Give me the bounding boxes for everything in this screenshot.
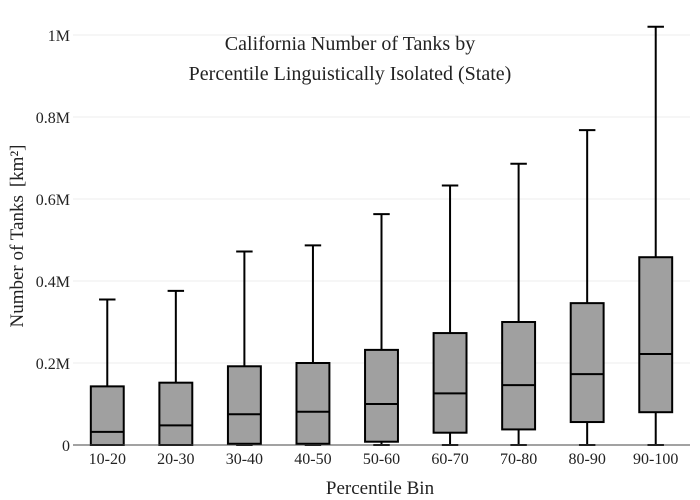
chart-title-line-1: California Number of Tanks by bbox=[225, 33, 475, 55]
x-tick-label: 70-80 bbox=[500, 451, 537, 468]
y-axis-title: Number of Tanks [km²] bbox=[7, 145, 28, 328]
box-plot-30-40 bbox=[226, 250, 262, 446]
x-tick-label: 40-50 bbox=[294, 451, 331, 468]
iqr-box bbox=[364, 348, 399, 443]
y-tick-label: 0.8M bbox=[36, 110, 70, 127]
y-tick-label: 0.2M bbox=[36, 356, 70, 373]
y-tick-label: 1M bbox=[48, 28, 70, 45]
box-plot-90-100 bbox=[638, 25, 674, 446]
x-tick-label: 20-30 bbox=[157, 451, 194, 468]
y-axis-title-unit: [km²] bbox=[7, 145, 28, 188]
x-axis-title: Percentile Bin bbox=[326, 478, 435, 499]
iqr-box bbox=[569, 302, 605, 424]
x-tick-labels: 10-20 20-30 30-40 40-50 50-60 60-70 70-80 80-90… bbox=[89, 451, 679, 468]
x-tick-label: 60-70 bbox=[431, 451, 468, 468]
x-tick-label: 10-20 bbox=[89, 451, 126, 468]
box-plot-60-70 bbox=[432, 184, 468, 446]
y-tick-label: 0 bbox=[62, 438, 70, 455]
box-layer bbox=[89, 25, 674, 446]
y-tick-label: 0.6M bbox=[36, 192, 70, 209]
iqr-box bbox=[89, 385, 125, 446]
iqr-box bbox=[638, 256, 674, 414]
iqr-box bbox=[295, 362, 331, 445]
box-plot-10-20 bbox=[89, 298, 125, 446]
x-tick-label: 50-60 bbox=[363, 451, 400, 468]
y-tick-labels: 0 0.2M 0.4M 0.6M 0.8M 1M bbox=[36, 28, 70, 455]
y-axis-title-text: Number of Tanks bbox=[7, 195, 28, 327]
iqr-box bbox=[158, 381, 194, 446]
chart-title-line-2: Percentile Linguistically Isolated (Stat… bbox=[189, 63, 512, 85]
iqr-box bbox=[501, 321, 537, 431]
box-plot-50-60 bbox=[364, 213, 399, 446]
y-tick-label: 0.4M bbox=[36, 274, 70, 291]
x-tick-label: 80-90 bbox=[569, 451, 606, 468]
box-plot-70-80 bbox=[501, 162, 537, 446]
x-tick-label: 30-40 bbox=[226, 451, 263, 468]
iqr-box bbox=[226, 365, 262, 445]
box-plot-40-50 bbox=[295, 244, 331, 446]
box-plot-20-30 bbox=[158, 289, 194, 446]
iqr-box bbox=[432, 332, 468, 434]
x-tick-label: 90-100 bbox=[633, 451, 678, 468]
box-plot-80-90 bbox=[569, 129, 605, 446]
